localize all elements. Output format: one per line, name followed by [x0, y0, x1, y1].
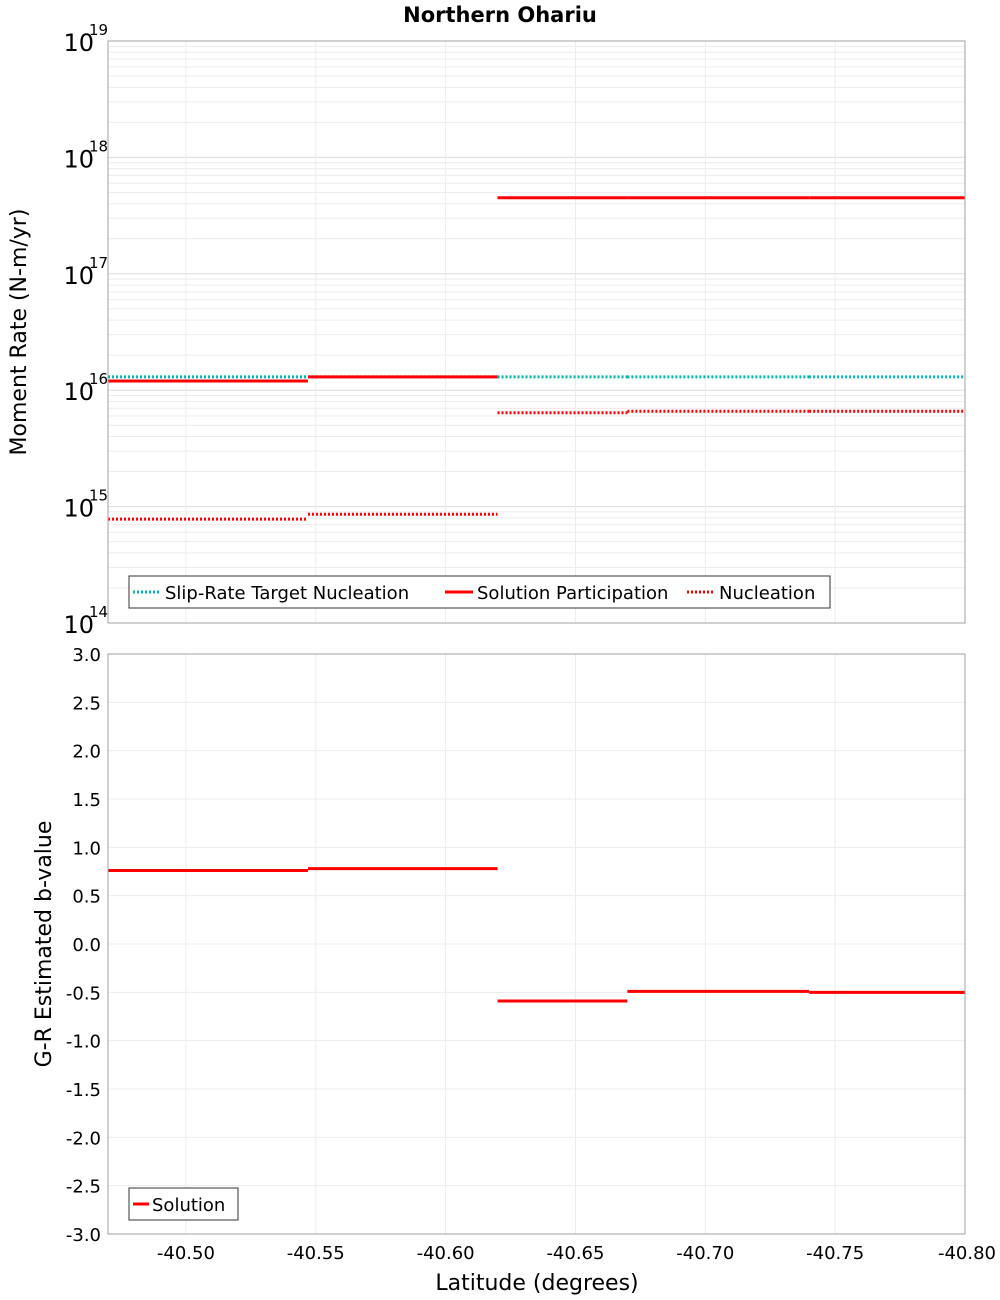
- x-tick-label: -40.80: [938, 1243, 996, 1264]
- moment-rate-y-axis-label: Moment Rate (N-m/yr): [7, 209, 32, 456]
- moment-rate-grid: [108, 41, 966, 624]
- moment-rate-y-tick-label: 10: [63, 378, 94, 406]
- b-value-panel: 3.0 2.5 2.0 1.5 1.0 0.5 0.0 -0.5 -1.0 -1.5 -2.0 -2.…: [32, 645, 996, 1296]
- b-value-legend: Solution: [128, 1187, 239, 1221]
- b-value-y-ticks: 3.0 2.5 2.0 1.5 1.0 0.5 0.0 -0.5 -1.0 -1.5 -2.0 -2.…: [66, 645, 101, 1246]
- x-axis-label: Latitude (degrees): [435, 1271, 638, 1296]
- moment-rate-plot-frame: [107, 40, 966, 624]
- x-tick-label: -40.55: [287, 1243, 345, 1264]
- b-value-y-tick-label: 2.5: [72, 693, 101, 714]
- b-value-y-tick-label: 1.0: [72, 838, 101, 859]
- moment-rate-legend-label: Nucleation: [719, 583, 815, 604]
- moment-rate-legend-box: [128, 575, 831, 609]
- b-value-y-tick-label: -1.0: [66, 1032, 101, 1053]
- moment-rate-series: [108, 196, 965, 521]
- x-tick-label: -40.70: [676, 1243, 734, 1264]
- moment-rate-y-tick-label: 10: [63, 145, 94, 173]
- x-tick-label: -40.60: [417, 1243, 475, 1264]
- moment-rate-y-tick-exponent: 18: [89, 137, 108, 155]
- latitude-x-ticks: -40.50 -40.55 -40.60 -40.65 -40.70 -40.75 -40.…: [157, 1243, 996, 1264]
- moment-rate-y-tick-label: 10: [63, 262, 94, 290]
- b-value-series: [108, 867, 965, 1003]
- x-tick-label: -40.65: [546, 1243, 604, 1264]
- moment-rate-y-tick-label: 10: [63, 611, 94, 639]
- moment-rate-y-tick-exponent: 16: [89, 370, 108, 388]
- x-tick-label: -40.75: [806, 1243, 864, 1264]
- b-value-y-tick-label: -2.5: [66, 1177, 101, 1198]
- moment-rate-y-tick-exponent: 15: [89, 487, 108, 505]
- b-value-y-tick-label: 2.0: [72, 742, 101, 763]
- moment-rate-y-tick-label: 10: [63, 495, 94, 523]
- moment-rate-y-tick-exponent: 19: [89, 21, 108, 39]
- b-value-plot-frame: [107, 653, 966, 1235]
- moment-rate-legend-label: Solution Participation: [477, 583, 668, 604]
- x-tick-label: -40.50: [157, 1243, 215, 1264]
- moment-rate-legend-label: Slip-Rate Target Nucleation: [165, 583, 409, 604]
- moment-rate-y-tick-label: 10: [63, 29, 94, 57]
- b-value-y-tick-label: -3.0: [66, 1225, 101, 1246]
- chart-title: Northern Ohariu: [403, 3, 597, 27]
- b-value-y-tick-label: 0.5: [72, 887, 101, 908]
- b-value-y-tick-label: 3.0: [72, 645, 101, 666]
- b-value-y-tick-label: 1.5: [72, 790, 101, 811]
- b-value-y-tick-label: -1.5: [66, 1080, 101, 1101]
- b-value-y-tick-label: 0.0: [72, 935, 101, 956]
- b-value-y-tick-label: -0.5: [66, 983, 101, 1004]
- moment-rate-y-tick-exponent: 17: [89, 254, 108, 272]
- moment-rate-legend: Slip-Rate Target Nucleation Solution Part…: [128, 575, 831, 609]
- moment-rate-y-tick-exponent: 14: [89, 603, 108, 621]
- b-value-grid: [108, 653, 966, 1235]
- b-value-legend-label: Solution: [152, 1195, 225, 1216]
- b-value-y-tick-label: -2.0: [66, 1128, 101, 1149]
- b-value-y-axis-label: G-R Estimated b-value: [32, 821, 57, 1068]
